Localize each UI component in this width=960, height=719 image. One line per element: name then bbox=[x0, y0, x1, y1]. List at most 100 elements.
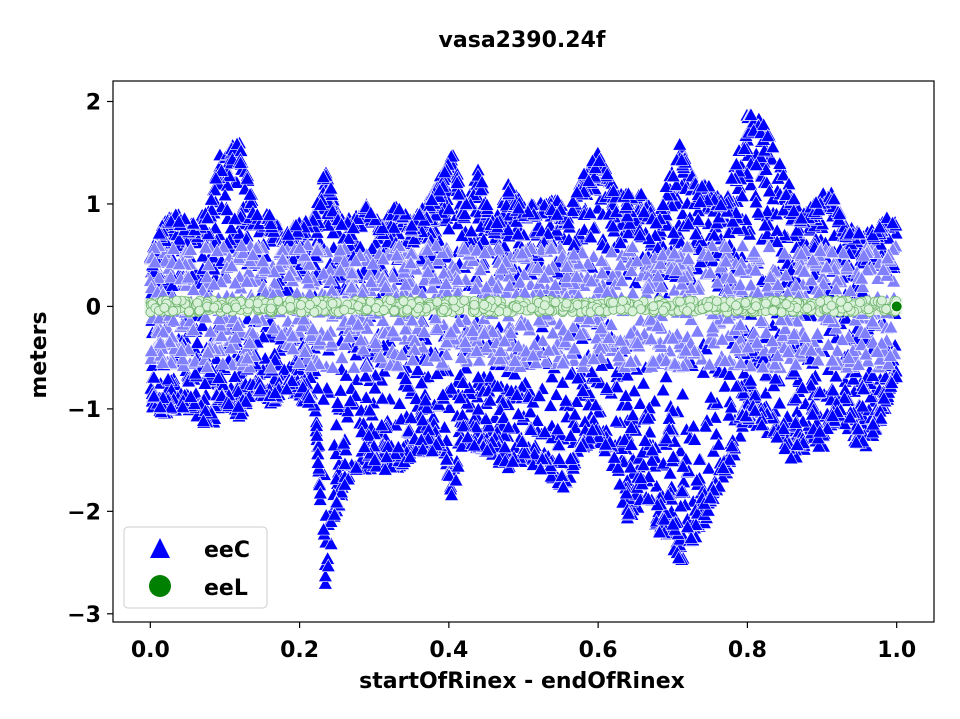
eeC-point bbox=[398, 371, 414, 385]
eeC-point bbox=[549, 206, 565, 221]
eeC-point bbox=[619, 367, 635, 382]
eeC-point bbox=[675, 206, 691, 220]
eeC-point bbox=[566, 353, 582, 367]
eeC-point bbox=[707, 409, 723, 424]
eeC-point bbox=[315, 391, 331, 406]
eeC-point bbox=[263, 216, 279, 230]
eeC-point bbox=[772, 156, 788, 170]
eeC-point bbox=[415, 412, 431, 427]
eeC-point bbox=[197, 403, 213, 417]
eeC-point bbox=[692, 194, 708, 208]
plot-area bbox=[142, 107, 904, 590]
eeC-point bbox=[261, 207, 278, 221]
eeC-point bbox=[175, 399, 191, 413]
eeC-point bbox=[457, 206, 473, 220]
eeC-point bbox=[736, 141, 752, 155]
eeC-point bbox=[619, 208, 635, 223]
eeC-point bbox=[621, 505, 637, 520]
eeC-point bbox=[482, 392, 498, 407]
eeC-point bbox=[424, 443, 440, 457]
eeC-point bbox=[695, 364, 711, 379]
eeC-point bbox=[706, 227, 722, 242]
eeC-point bbox=[724, 170, 740, 185]
eeC-point bbox=[341, 231, 357, 245]
eeC-point bbox=[884, 375, 900, 389]
eeC-point bbox=[146, 369, 162, 384]
eeC-point bbox=[759, 203, 775, 217]
eeC-point bbox=[239, 170, 255, 185]
eeC-point bbox=[655, 197, 671, 211]
eeC-point bbox=[594, 357, 610, 372]
eeC-point bbox=[721, 407, 737, 422]
eeC-point bbox=[747, 403, 763, 417]
eeC-point bbox=[764, 151, 780, 166]
eeC-point bbox=[510, 226, 526, 241]
eeC-point bbox=[743, 372, 759, 387]
eeC-point bbox=[392, 396, 408, 410]
eeC-point bbox=[474, 174, 490, 189]
eeC-point bbox=[348, 459, 364, 474]
eeC-point bbox=[760, 128, 776, 142]
eeC-point bbox=[725, 213, 741, 228]
eeC-point bbox=[526, 446, 543, 461]
eeC-point bbox=[708, 426, 724, 441]
eeC-point bbox=[151, 225, 167, 240]
eeC-point bbox=[789, 437, 805, 451]
eeC-point bbox=[584, 422, 600, 437]
eeC-point bbox=[842, 409, 858, 424]
eeC-point bbox=[605, 183, 621, 197]
eeC-point bbox=[865, 424, 881, 439]
eeC-point bbox=[789, 222, 805, 237]
eeC-point bbox=[362, 402, 378, 417]
eeC-series bbox=[142, 107, 904, 590]
eeC-point bbox=[786, 363, 802, 378]
eeC-point bbox=[732, 428, 748, 443]
eeC-point bbox=[320, 558, 336, 572]
eeC-point bbox=[374, 220, 390, 234]
eeC-point bbox=[427, 207, 443, 222]
eeC-point bbox=[367, 212, 383, 226]
eeC-point bbox=[769, 429, 785, 444]
eeC-point bbox=[665, 516, 681, 531]
eeC-point bbox=[659, 187, 675, 202]
eeC-point bbox=[865, 416, 881, 431]
eeC-point bbox=[435, 387, 451, 401]
eeC-point bbox=[689, 472, 705, 487]
eeC-point bbox=[361, 427, 377, 442]
eeC-point bbox=[458, 196, 474, 210]
eeC-point bbox=[754, 417, 770, 431]
eeC-point bbox=[608, 413, 624, 428]
eeC-point bbox=[323, 536, 339, 550]
eeC-point bbox=[846, 371, 862, 386]
eeC-point bbox=[832, 206, 848, 220]
eeC-point bbox=[750, 204, 766, 219]
eeC-point bbox=[387, 446, 403, 460]
eeC-point bbox=[637, 433, 653, 447]
eeC-point bbox=[330, 395, 346, 409]
eeC-point bbox=[605, 218, 621, 233]
eeC-point bbox=[675, 458, 691, 473]
eeC-point bbox=[490, 378, 506, 393]
eeC-point bbox=[688, 226, 704, 241]
eeC-point bbox=[728, 156, 744, 171]
eeC-point bbox=[658, 430, 674, 445]
eeC-point bbox=[379, 449, 395, 464]
eeC-point bbox=[734, 188, 750, 203]
eeC-point bbox=[342, 393, 358, 407]
eeC-point bbox=[550, 421, 566, 436]
eeC-point bbox=[463, 223, 479, 238]
eeC-point bbox=[606, 449, 622, 464]
eeC-point bbox=[687, 432, 703, 446]
eeC-point bbox=[479, 197, 495, 211]
eeC-point bbox=[701, 460, 717, 475]
eeC-point bbox=[697, 418, 713, 433]
eeC-point bbox=[367, 380, 383, 395]
eeC-point bbox=[765, 139, 781, 153]
eeC-point bbox=[804, 406, 820, 421]
eeC-point bbox=[836, 390, 852, 404]
eeC-point bbox=[736, 365, 752, 380]
eeC-point bbox=[319, 380, 335, 395]
eeC-point bbox=[189, 335, 205, 349]
eeC-point bbox=[386, 219, 402, 234]
eeC-point bbox=[437, 164, 453, 179]
